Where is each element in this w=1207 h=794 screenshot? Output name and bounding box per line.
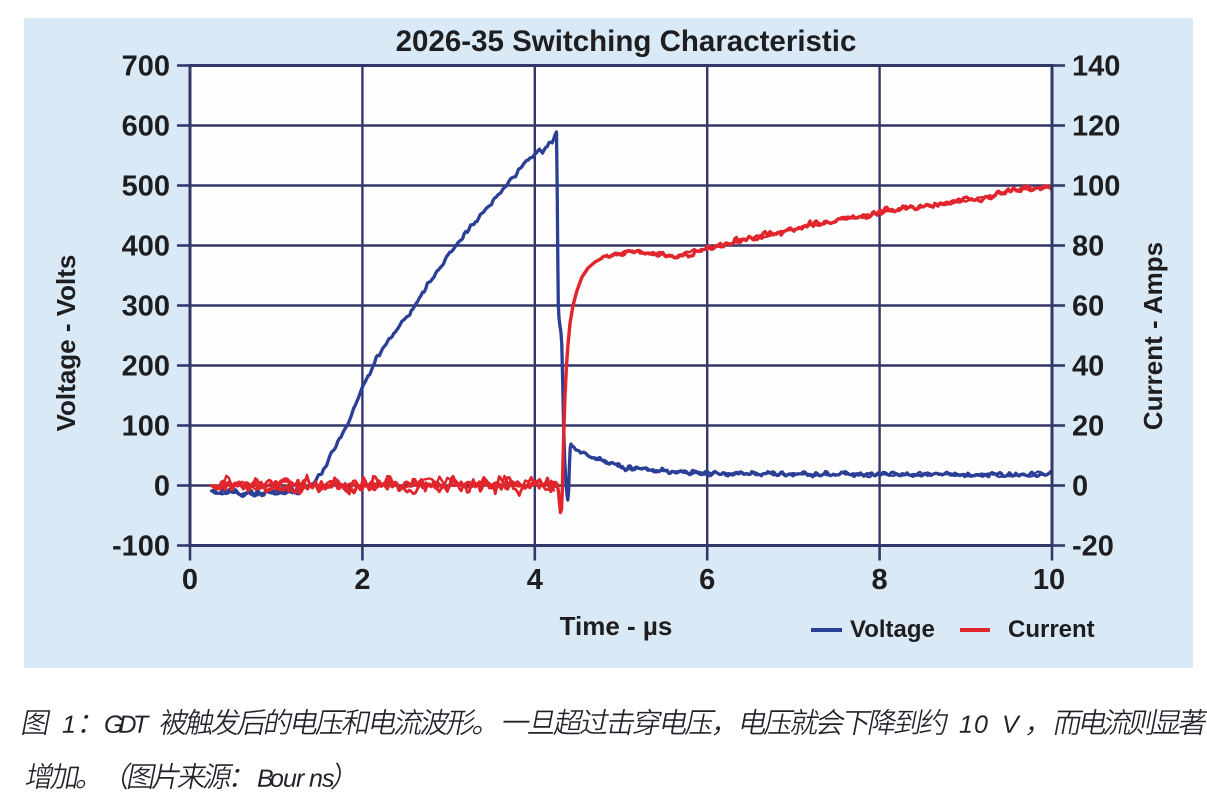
svg-text:120: 120 — [1072, 111, 1120, 143]
svg-text:0: 0 — [182, 564, 198, 596]
svg-text:600: 600 — [122, 111, 170, 143]
svg-text:300: 300 — [122, 291, 170, 323]
svg-text:0: 0 — [154, 471, 170, 503]
svg-text:40: 40 — [1072, 351, 1104, 383]
svg-text:Current: Current — [1008, 616, 1095, 643]
svg-text:100: 100 — [1072, 171, 1120, 203]
svg-text:6: 6 — [699, 564, 715, 596]
svg-text:4: 4 — [527, 564, 543, 596]
svg-text:400: 400 — [122, 231, 170, 263]
svg-text:2026-35 Switching Characterist: 2026-35 Switching Characteristic — [396, 25, 857, 58]
svg-text:-20: -20 — [1072, 531, 1114, 563]
svg-text:20: 20 — [1072, 411, 1104, 443]
svg-text:60: 60 — [1072, 291, 1104, 323]
svg-text:Voltage - Volts: Voltage - Volts — [51, 255, 81, 432]
svg-text:Current - Amps: Current - Amps — [1138, 242, 1168, 430]
svg-text:700: 700 — [122, 51, 170, 83]
svg-text:-100: -100 — [112, 531, 170, 563]
svg-text:Voltage: Voltage — [850, 616, 935, 643]
svg-text:80: 80 — [1072, 231, 1104, 263]
svg-text:200: 200 — [122, 351, 170, 383]
svg-text:10: 10 — [1033, 564, 1065, 596]
svg-text:2: 2 — [354, 564, 370, 596]
svg-text:500: 500 — [122, 171, 170, 203]
svg-text:100: 100 — [122, 411, 170, 443]
svg-text:140: 140 — [1072, 51, 1120, 83]
svg-text:8: 8 — [872, 564, 888, 596]
svg-text:0: 0 — [1072, 471, 1088, 503]
svg-text:Time - µs: Time - µs — [560, 611, 673, 641]
